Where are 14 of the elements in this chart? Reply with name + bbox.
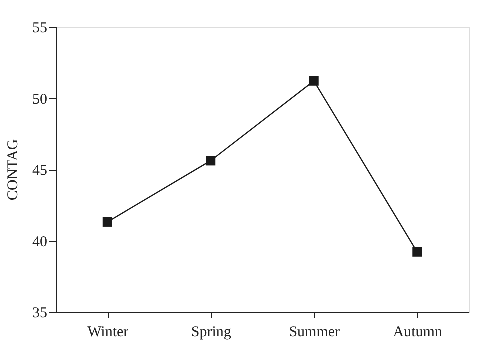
y-tick-label: 55 [32,20,48,36]
y-tick-label: 35 [32,306,48,322]
y-tick-label: 40 [32,234,48,250]
point [412,247,422,257]
y-axis-title: CONTAG [6,139,22,201]
y-tick-label: 45 [32,163,48,179]
x-tick-label: Autumn [393,324,443,340]
y-tick-label: 50 [32,92,48,108]
point [206,156,216,166]
point [309,76,319,86]
x-tick-label: Spring [191,324,232,340]
point [102,217,112,227]
x-tick-label: Winter [88,324,129,340]
x-tick-label: Summer [289,324,340,340]
